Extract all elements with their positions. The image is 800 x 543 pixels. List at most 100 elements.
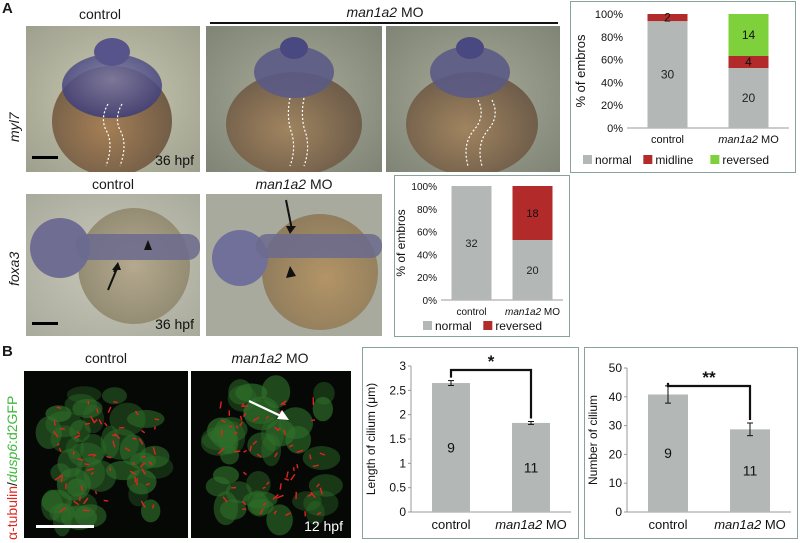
b-mo-header-suffix: MO — [282, 350, 308, 366]
chartB1-xtick-0: control — [431, 517, 470, 532]
chartA1-legend-swatch-0 — [583, 155, 592, 164]
chartB2-ytick-0: 0 — [615, 505, 622, 519]
chartB1-ytick-3: 1.5 — [389, 432, 406, 446]
chartA2-ytick-2: 40% — [417, 250, 437, 261]
chartA1-legend-label-0: normal — [595, 153, 632, 167]
chartB1-ylabel: Length of cilium (μm) — [364, 383, 378, 495]
row2-mo-header: man1a2 MO — [206, 176, 382, 192]
chartA2-legend-label-0: normal — [435, 319, 472, 333]
cilia-mo-image: 12 hpf — [191, 371, 351, 538]
b-stain-label-sep: / — [4, 482, 20, 486]
chartA1-xtick-0: control — [651, 134, 684, 146]
b-stain-label: α-tubulin/dusp6:d2GFP — [4, 396, 20, 540]
chartA2-ylabel: % of embros — [395, 209, 408, 276]
chartA2-xtick-1: man1a2 MO — [505, 307, 560, 318]
chartB1-n-0: 9 — [447, 440, 455, 456]
chartB1-ytick-6: 3 — [399, 359, 406, 373]
chartB1-ytick-5: 2.5 — [389, 383, 406, 397]
chart-a2-frame: % of embros 0% 20% 40% 60% 80% 100% 32 control 20… — [394, 175, 570, 337]
chartA2-label-1-0: 20 — [526, 265, 538, 277]
chartA2-ytick-4: 80% — [417, 205, 437, 216]
chartA2-ytick-0: 0% — [423, 296, 438, 307]
chartB2-ylabel: Number of cilium — [586, 395, 600, 485]
chart-a1-frame: % of embros 0% 20% 40% 60% 80% 100% 30 2 control 2… — [570, 1, 796, 173]
panel-letter-b: B — [2, 343, 13, 360]
chartA2-ytick-1: 20% — [417, 273, 437, 284]
chart-a1: % of embros 0% 20% 40% 60% 80% 100% 30 2 control 2… — [571, 2, 795, 172]
myl7-mo-image-2 — [386, 26, 560, 172]
row1-control-header: control — [0, 6, 200, 22]
chartB1-xtick-1: man1a2 MO — [495, 517, 567, 532]
chartA1-ytick-5: 100% — [595, 9, 623, 21]
chartA2-ytick-5: 100% — [411, 182, 437, 193]
chartA2-legend-swatch-0 — [423, 321, 432, 330]
row2-gene-label: foxa3 — [6, 252, 22, 286]
chartB2-ytick-2: 20 — [609, 447, 623, 461]
chartA2-ytick-3: 60% — [417, 228, 437, 239]
row2-mo-header-italic: man1a2 — [255, 176, 306, 192]
chartA1-label-0-1: 2 — [664, 11, 671, 25]
chartA1-ytick-4: 80% — [601, 32, 623, 44]
b-control-header: control — [26, 350, 186, 366]
chartA1-xtick-1: man1a2 MO — [718, 134, 779, 146]
cilia-control-image — [24, 371, 188, 538]
chart-b1: Length of cilium (μm)00.511.522.539contr… — [363, 348, 578, 538]
chartB1-ytick-2: 1 — [399, 456, 406, 470]
chartA1-ytick-1: 20% — [601, 100, 623, 112]
chartA1-ytick-3: 60% — [601, 55, 623, 67]
arrow-icon — [191, 371, 351, 538]
mo-group-line — [210, 22, 558, 24]
chartA1-label-1-0: 20 — [742, 91, 756, 105]
b-stain-label-dusp6: dusp6 — [4, 444, 20, 482]
chartA1-ytick-0: 0% — [607, 123, 623, 135]
foxa3-control-image: 36 hpf — [26, 194, 200, 336]
row1-mo-header-italic: man1a2 — [346, 4, 397, 20]
b-mo-header: man1a2 MO — [190, 350, 350, 366]
chart-b2: Number of cilium010203040509control11man… — [585, 348, 797, 538]
chartA2-label-0-0: 32 — [465, 238, 477, 250]
b-mo-header-italic: man1a2 — [231, 350, 282, 366]
chartA1-label-1-1: 4 — [745, 55, 752, 69]
row1-stage-label: 36 hpf — [155, 152, 194, 168]
chartA1-ylabel: % of embros — [573, 34, 588, 107]
chartB2-ytick-3: 30 — [609, 419, 623, 433]
chartA1-label-0-0: 30 — [661, 68, 675, 82]
chartA2-xtick-0: control — [456, 307, 486, 318]
row1-mo-header: man1a2 MO — [206, 4, 564, 20]
row1-gene-label: myl7 — [6, 112, 22, 142]
chartB2-ytick-1: 10 — [609, 476, 623, 490]
chart-a2: % of embros 0% 20% 40% 60% 80% 100% 32 control 20… — [395, 176, 569, 336]
chartA1-legend-label-2: reversed — [722, 153, 769, 167]
b-stage-label: 12 hpf — [304, 518, 343, 534]
chartB2-n-0: 9 — [664, 445, 672, 461]
row2-stage-label: 36 hpf — [155, 316, 194, 332]
chartA1-label-1-2: 14 — [742, 28, 756, 42]
foxa3-mo-image — [206, 194, 382, 336]
chartA2-legend-swatch-1 — [483, 321, 492, 330]
row2-control-header: control — [26, 176, 200, 192]
myl7-control-image: 36 hpf — [26, 26, 200, 172]
chartB1-ytick-0: 0 — [399, 505, 406, 519]
scale-bar — [36, 525, 94, 528]
chartA1-ytick-2: 40% — [601, 77, 623, 89]
chartA1-legend-swatch-1 — [643, 155, 652, 164]
myl7-mo-image-1 — [206, 26, 382, 172]
chartB2-xtick-0: control — [648, 517, 687, 532]
chartB1-ytick-1: 0.5 — [389, 481, 406, 495]
chartB2-xtick-1: man1a2 MO — [714, 517, 786, 532]
b-stain-label-tubulin: α-tubulin — [4, 486, 20, 540]
chartB2-n-1: 11 — [743, 463, 758, 479]
chartA2-label-1-1: 18 — [526, 208, 538, 220]
row1-mo-header-suffix: MO — [397, 4, 423, 20]
chartB1-sig-label: * — [488, 352, 495, 371]
chartB2-sig-label: ** — [702, 368, 716, 387]
chartB2-ytick-5: 50 — [609, 361, 623, 375]
chartA1-legend-label-1: midline — [655, 153, 693, 167]
row2-mo-header-suffix: MO — [306, 176, 332, 192]
b-stain-label-gfp: :d2GFP — [4, 396, 20, 444]
chartB1-n-1: 11 — [524, 459, 539, 475]
chartA1-legend-swatch-2 — [710, 155, 719, 164]
chartA2-legend-label-1: reversed — [495, 319, 542, 333]
